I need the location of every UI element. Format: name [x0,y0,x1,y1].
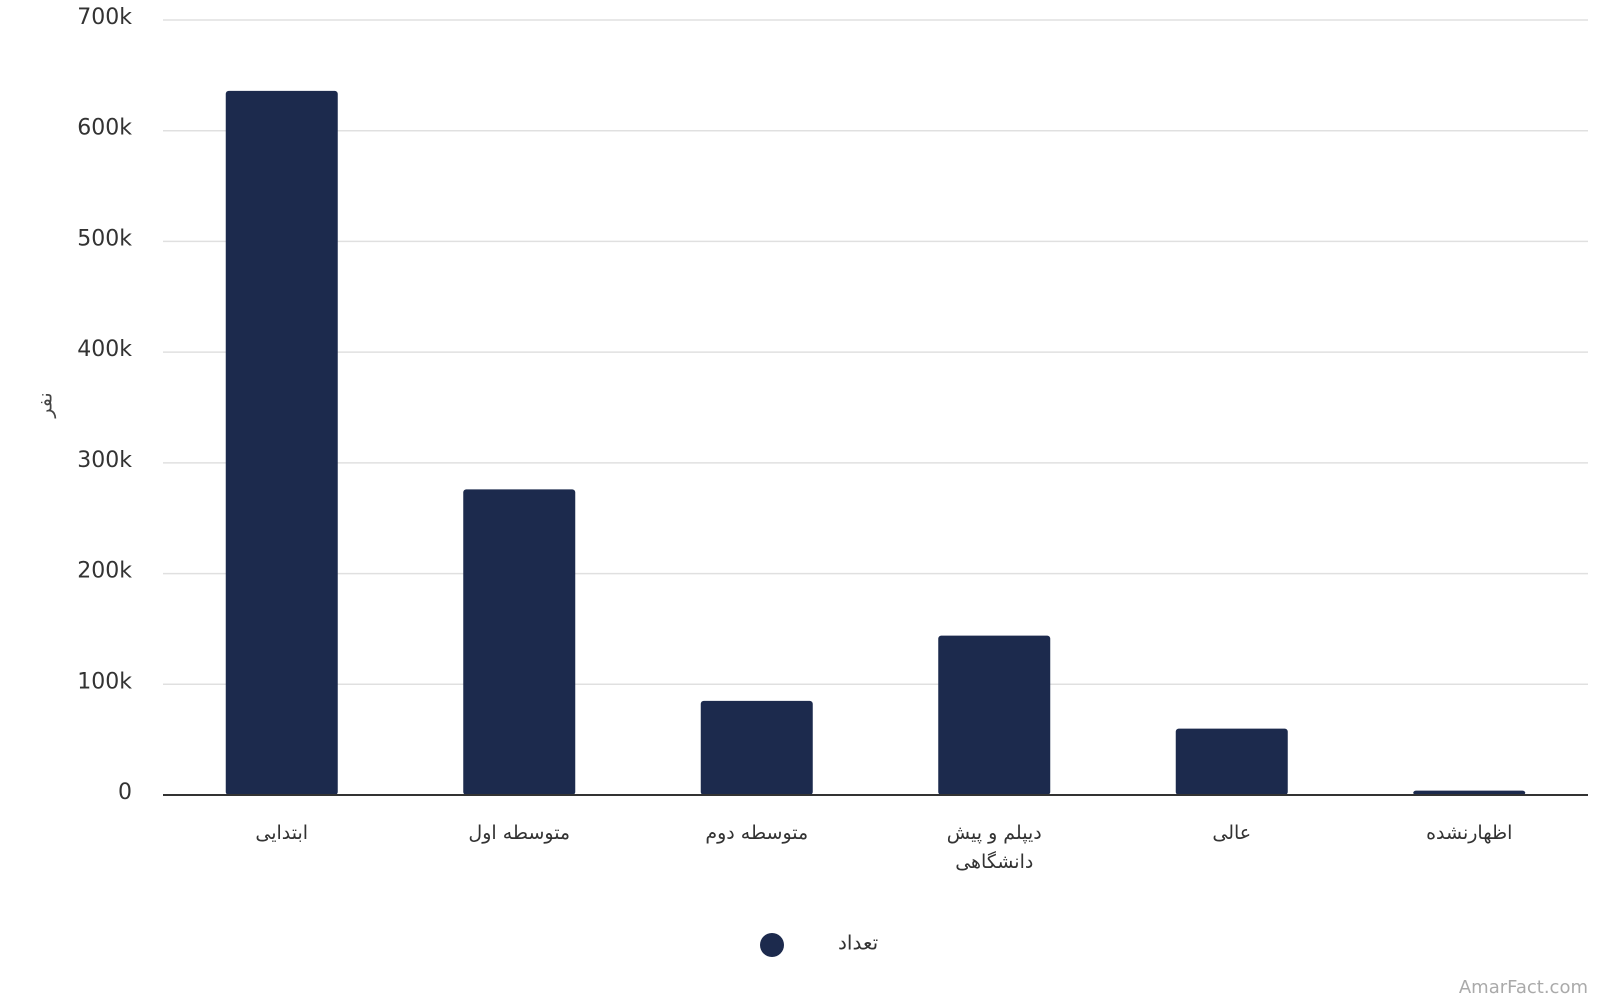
bar [463,489,576,795]
x-tick-label: دیپلم و پیش دانشگاهی [946,822,1042,873]
bar [1413,790,1526,795]
x-tick-label: متوسطه دوم [705,822,809,844]
x-tick-label: اظهارنشده [1426,822,1513,844]
y-tick-label: 200k [77,559,132,584]
legend-label: تعداد [838,931,878,955]
y-tick-label: 600k [77,116,132,141]
bar [700,700,813,795]
bar [938,635,1051,795]
y-tick-label: 300k [77,448,132,473]
x-tick-label: ابتدایی [255,822,309,844]
watermark: AmarFact.com [1459,977,1588,998]
legend-marker [760,933,784,957]
y-tick-label: 0 [118,780,132,805]
y-tick-label: 400k [77,337,132,362]
y-tick-label: 700k [77,5,132,30]
x-tick-label: متوسطه اول [468,822,571,844]
y-tick-label: 500k [77,226,132,251]
bar [225,90,338,796]
y-tick-label: 100k [77,669,132,694]
x-tick-label: عالی [1212,822,1252,844]
bar [1175,728,1288,795]
y-axis-label: نفر [35,392,57,418]
